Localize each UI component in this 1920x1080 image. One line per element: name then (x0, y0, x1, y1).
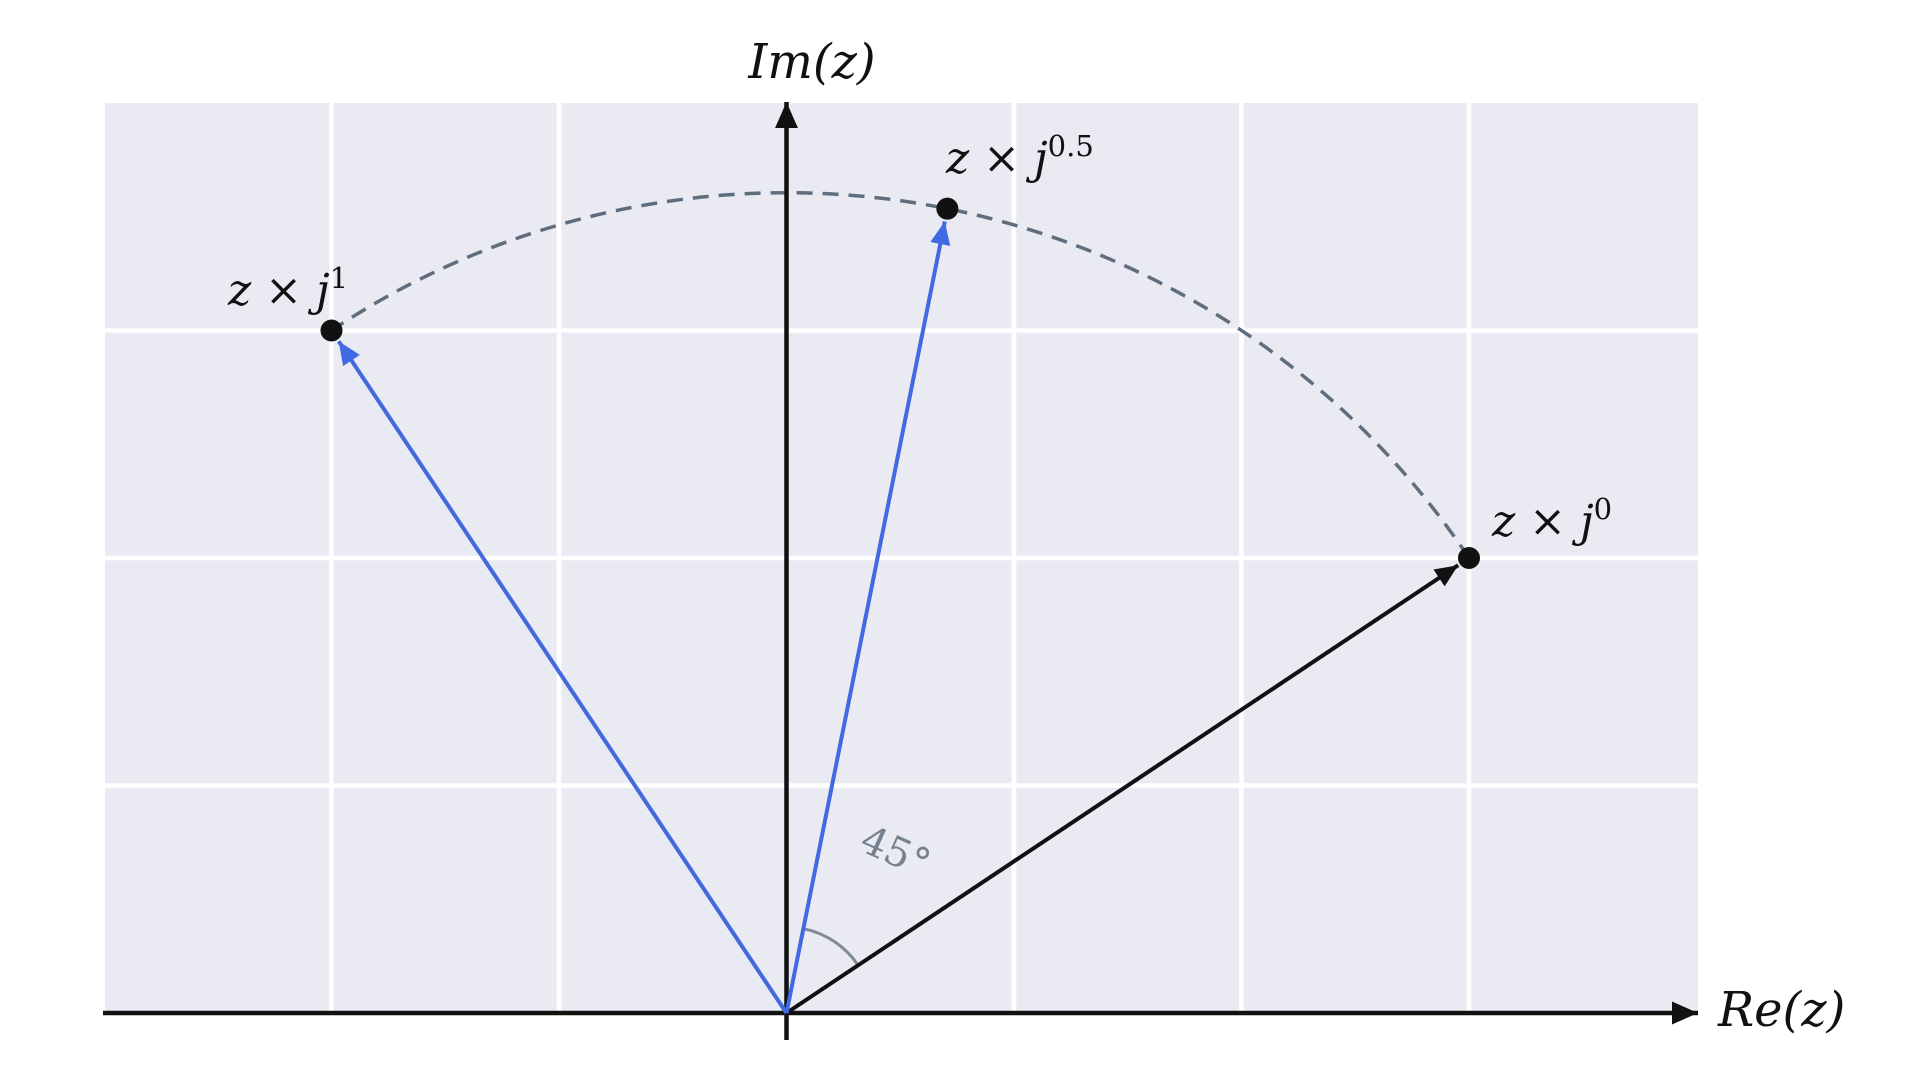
x-axis-label: Re(z) (1717, 982, 1845, 1038)
vector-z-j0 (785, 563, 1460, 1015)
angle-arc (803, 927, 860, 967)
label-z-j0: z × j0 (1491, 492, 1612, 547)
vector-z-j1 (337, 340, 789, 1015)
grid (105, 103, 1698, 1013)
point-z-j1 (320, 319, 343, 342)
point-z-j0 (1458, 547, 1480, 569)
label-z-j0-5: z × j0.5 (945, 129, 1094, 184)
y-axis-label: Im(z) (747, 34, 875, 90)
point-z-j0-5 (936, 197, 959, 220)
vector-z-j0-5 (784, 221, 951, 1014)
label-z-j1: z × j1 (227, 261, 348, 316)
